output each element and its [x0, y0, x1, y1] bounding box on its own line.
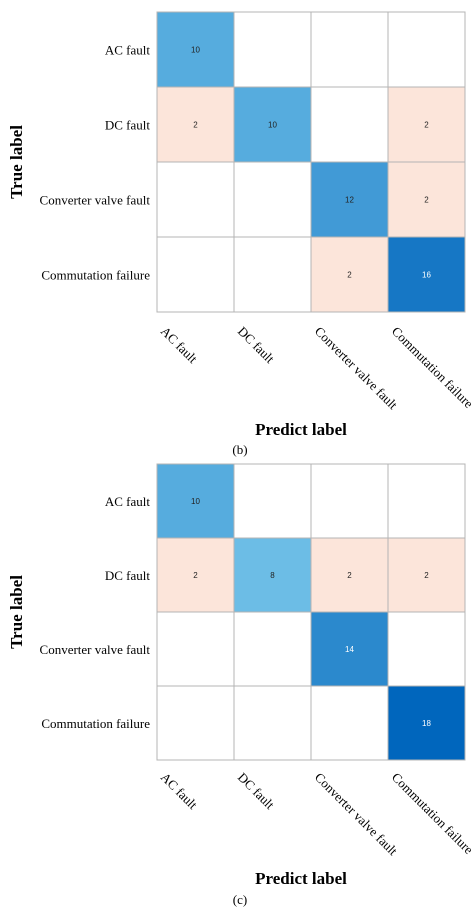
column-label: Commutation failure — [389, 770, 474, 858]
panel-caption: (c) — [233, 892, 247, 907]
y-axis-title: True label — [7, 575, 26, 649]
column-label: AC fault — [158, 324, 201, 367]
cell-value-r1-c2: 2 — [347, 571, 352, 580]
cell-r3-c0 — [156, 685, 235, 761]
cell-r2-c0 — [156, 161, 235, 238]
cell-value-r3-c2: 2 — [347, 271, 352, 280]
cell-r1-c3 — [387, 86, 466, 163]
cell-value-r3-c3: 16 — [422, 271, 431, 280]
cell-r3-c3 — [387, 685, 466, 761]
cell-r0-c3 — [387, 11, 466, 88]
cell-r2-c3 — [387, 611, 466, 687]
row-label: DC fault — [105, 118, 151, 133]
cell-r1-c1 — [233, 86, 312, 163]
cell-value-r3-c3: 18 — [422, 719, 431, 728]
row-label: AC fault — [105, 43, 151, 58]
cell-value-r1-c0: 2 — [193, 571, 198, 580]
cell-value-r1-c1: 10 — [268, 121, 277, 130]
row-label: Commutation failure — [41, 268, 150, 283]
cell-r1-c2 — [310, 86, 389, 163]
cell-r2-c1 — [233, 161, 312, 238]
confusion-matrix-c: 10 2 8 2 2 14 18 AC fault DC fault Converter valv… — [0, 460, 474, 913]
cell-value-r1-c3: 2 — [424, 121, 429, 130]
cell-r3-c2 — [310, 685, 389, 761]
cell-r0-c1 — [233, 463, 312, 539]
cell-r2-c2 — [310, 611, 389, 687]
cell-value-r1-c3: 2 — [424, 571, 429, 580]
column-label: Converter valve fault — [312, 770, 401, 859]
cell-r2-c2 — [310, 161, 389, 238]
cell-r2-c1 — [233, 611, 312, 687]
column-label: DC fault — [235, 324, 278, 367]
column-label: AC fault — [158, 770, 201, 813]
x-axis-title: Predict label — [255, 869, 347, 888]
cell-r3-c1 — [233, 685, 312, 761]
cell-r0-c0 — [156, 11, 235, 88]
cell-r0-c3 — [387, 463, 466, 539]
cell-value-r1-c0: 2 — [193, 121, 198, 130]
cell-value-r2-c2: 14 — [345, 645, 354, 654]
cell-value-r2-c3: 2 — [424, 196, 429, 205]
column-label: Converter valve fault — [312, 324, 401, 413]
cell-value-r1-c1: 8 — [270, 571, 275, 580]
cell-r0-c2 — [310, 11, 389, 88]
confusion-matrix-c-plot: 10 2 8 2 2 14 18 AC fault DC fault Converter valv… — [7, 463, 474, 907]
cell-r2-c3 — [387, 161, 466, 238]
column-label: DC fault — [235, 770, 278, 813]
row-label: Converter valve fault — [40, 193, 151, 208]
y-axis-title: True label — [7, 125, 26, 199]
cell-value-r0-c0: 10 — [191, 497, 200, 506]
cell-r3-c2 — [310, 236, 389, 313]
panel-caption: (b) — [232, 442, 247, 457]
cell-value-r0-c0: 10 — [191, 46, 200, 55]
row-label: Converter valve fault — [40, 642, 151, 657]
confusion-matrix-b: 10 2 10 2 12 2 2 16 AC fault DC fault Converter va… — [7, 11, 474, 457]
row-label: AC fault — [105, 494, 151, 509]
row-label: Commutation failure — [41, 716, 150, 731]
cell-r3-c1 — [233, 236, 312, 313]
cell-r2-c0 — [156, 611, 235, 687]
cell-r0-c2 — [310, 463, 389, 539]
cell-r3-c3 — [387, 236, 466, 313]
cell-r1-c2 — [310, 537, 389, 613]
cell-r1-c0 — [156, 86, 235, 163]
cell-r3-c0 — [156, 236, 235, 313]
cell-r0-c1 — [233, 11, 312, 88]
cell-r1-c3 — [387, 537, 466, 613]
column-label: Commutation failure — [389, 324, 474, 412]
row-label: DC fault — [105, 568, 151, 583]
cell-value-r2-c2: 12 — [345, 196, 354, 205]
cell-r1-c0 — [156, 537, 235, 613]
x-axis-title: Predict label — [255, 420, 347, 439]
